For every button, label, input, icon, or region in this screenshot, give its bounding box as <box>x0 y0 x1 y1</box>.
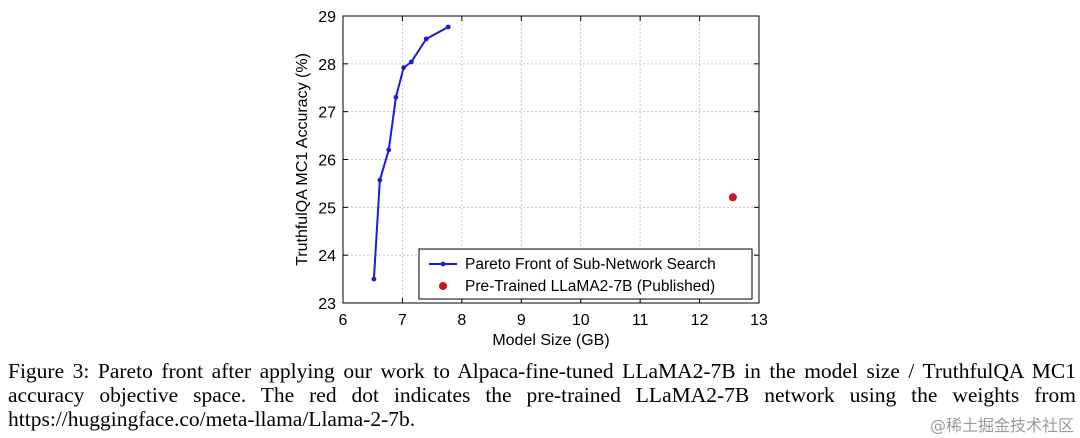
pareto-point <box>371 276 377 282</box>
y-tick-label: 28 <box>318 57 336 74</box>
figure-caption: Figure 3: Pareto front after applying ou… <box>8 359 1076 431</box>
y-tick-label: 24 <box>318 248 336 265</box>
legend-marker-swatch <box>440 261 446 267</box>
x-tick-label: 12 <box>691 312 709 329</box>
pretrained-point <box>728 193 737 202</box>
y-tick-label: 26 <box>318 153 336 170</box>
pareto-point <box>377 177 383 183</box>
pareto-point <box>408 59 414 65</box>
x-axis-label: Model Size (GB) <box>492 332 609 349</box>
legend-dot-swatch <box>439 282 447 290</box>
y-tick-label: 23 <box>318 296 336 313</box>
x-tick-label: 7 <box>398 312 407 329</box>
x-tick-label: 13 <box>750 312 768 329</box>
pareto-point <box>423 36 429 42</box>
pareto-chart: 6 7 8 9 10 11 12 13 23 24 25 26 27 28 29 Model Size (G… <box>294 9 768 349</box>
y-tick-label: 25 <box>318 200 336 217</box>
legend-label: Pre-Trained LLaMA2-7B (Published) <box>465 278 715 295</box>
pareto-point <box>393 94 399 100</box>
x-tick-label: 8 <box>457 312 466 329</box>
y-tick-label: 29 <box>318 9 336 26</box>
series-pretrained <box>728 193 737 202</box>
x-tick-label: 11 <box>632 312 649 329</box>
x-tick-label: 6 <box>339 312 348 329</box>
y-tick-label: 27 <box>318 105 336 122</box>
x-tick-label: 10 <box>572 312 590 329</box>
pareto-point <box>401 65 407 71</box>
pareto-line <box>372 26 449 280</box>
pareto-point <box>445 24 451 30</box>
legend-label: Pareto Front of Sub-Network Search <box>465 256 716 273</box>
pareto-point <box>386 147 392 153</box>
legend: Pareto Front of Sub-Network Search Pre-Tr… <box>418 248 753 300</box>
legend-box <box>418 248 753 300</box>
series <box>371 24 737 282</box>
y-axis-label: TruthfulQA MC1 Accuracy (%) <box>294 53 311 266</box>
x-tick-label: 9 <box>517 312 526 329</box>
series-pareto-front <box>371 24 451 282</box>
watermark: @稀土掘金技术社区 <box>929 416 1074 435</box>
